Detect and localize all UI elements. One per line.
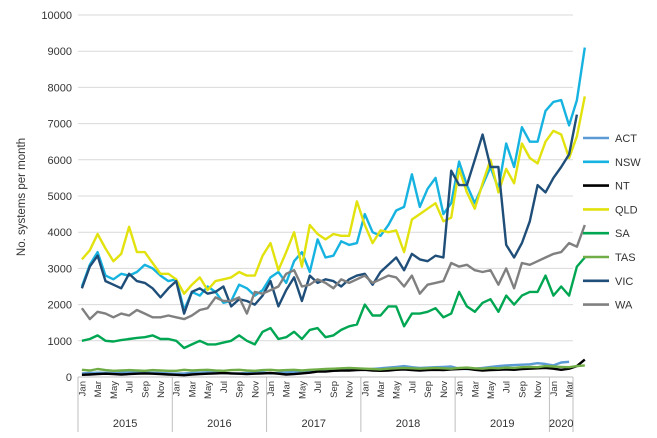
series-line-wa	[80, 224, 586, 321]
x-tick-label: Jan	[266, 381, 277, 396]
x-tick-label: Nov	[156, 381, 167, 398]
series-line-nsw	[80, 47, 586, 312]
x-tick-label: May	[297, 381, 308, 399]
y-tick-label: 4000	[48, 227, 72, 239]
x-tick-label: Jul	[313, 381, 324, 393]
x-tick-label: Jul	[219, 381, 230, 393]
x-tick-label: Sep	[140, 381, 151, 398]
year-label: 2016	[207, 418, 231, 430]
x-tick-label: Mar	[187, 381, 198, 397]
year-label: 2019	[490, 418, 514, 430]
year-label: 2015	[113, 418, 137, 430]
series-line-nt	[81, 358, 586, 377]
series-line-sa	[81, 256, 586, 350]
y-tick-label: 0	[66, 372, 72, 384]
x-tick-label: Sep	[423, 381, 434, 398]
y-tick-label: 8000	[48, 82, 72, 94]
y-tick-label: 10000	[41, 10, 72, 22]
y-axis-label: No. systems per month	[16, 138, 28, 256]
y-tick-label: 2000	[48, 300, 72, 312]
legend-label-act: ACT	[615, 133, 637, 145]
legend-label-wa: WA	[615, 300, 633, 312]
legend-label-nsw: NSW	[615, 157, 641, 169]
x-tick-label: Jul	[502, 381, 513, 393]
year-label: 2017	[301, 418, 325, 430]
x-tick-label: Jan	[360, 381, 371, 396]
x-tick-label: Nov	[345, 381, 356, 398]
x-tick-label: Mar	[565, 381, 576, 397]
x-tick-label: Jul	[125, 381, 136, 393]
x-tick-label: Jan	[172, 381, 183, 396]
y-tick-label: 7000	[48, 119, 72, 131]
legend-label-nt: NT	[615, 181, 630, 193]
x-tick-label: May	[392, 381, 403, 399]
x-tick-label: Mar	[93, 381, 104, 397]
x-tick-label: Mar	[282, 381, 293, 397]
x-tick-label: Nov	[250, 381, 261, 398]
series-lines	[80, 47, 586, 377]
year-label: 2020	[549, 418, 573, 430]
series-line-tas	[81, 364, 585, 372]
x-tick-label: Jul	[407, 381, 418, 393]
y-tick-label: 5000	[48, 191, 72, 203]
x-tick-label: May	[109, 381, 120, 399]
x-tick-label: May	[486, 381, 497, 399]
x-tick-label: Sep	[517, 381, 528, 398]
x-axis: Jan Mar May Jul Sep Nov Jan Mar May Jul Sep Nov Jan M…	[77, 376, 576, 432]
series-line-vic	[80, 114, 579, 315]
x-tick-label: Nov	[439, 381, 450, 398]
x-tick-label: Jan	[455, 381, 466, 396]
x-tick-label: Jan	[549, 381, 560, 396]
y-tick-label: 6000	[48, 155, 72, 167]
legend-label-sa: SA	[615, 228, 630, 240]
x-tick-label: Mar	[470, 381, 481, 397]
x-tick-label: Sep	[235, 381, 246, 398]
gridlines	[78, 14, 573, 378]
legend-label-tas: TAS	[615, 252, 636, 264]
x-tick-label: Jan	[77, 381, 88, 396]
series-line-qld	[80, 96, 586, 295]
legend: ACT NSW NT QLD SA TAS VIC WA	[583, 133, 641, 312]
x-tick-label: Sep	[329, 381, 340, 398]
y-tick-label: 3000	[48, 263, 72, 275]
x-tick-label: Nov	[533, 381, 544, 398]
y-axis-ticks: 0 1000 2000 3000 4000 5000 6000 7000 8000 9000 100…	[41, 10, 72, 384]
year-label: 2018	[396, 418, 420, 430]
x-tick-label: May	[203, 381, 214, 399]
x-tick-label: Mar	[376, 381, 387, 397]
y-tick-label: 9000	[48, 46, 72, 58]
legend-label-vic: VIC	[615, 276, 633, 288]
legend-label-qld: QLD	[615, 204, 638, 216]
y-tick-label: 1000	[48, 336, 72, 348]
